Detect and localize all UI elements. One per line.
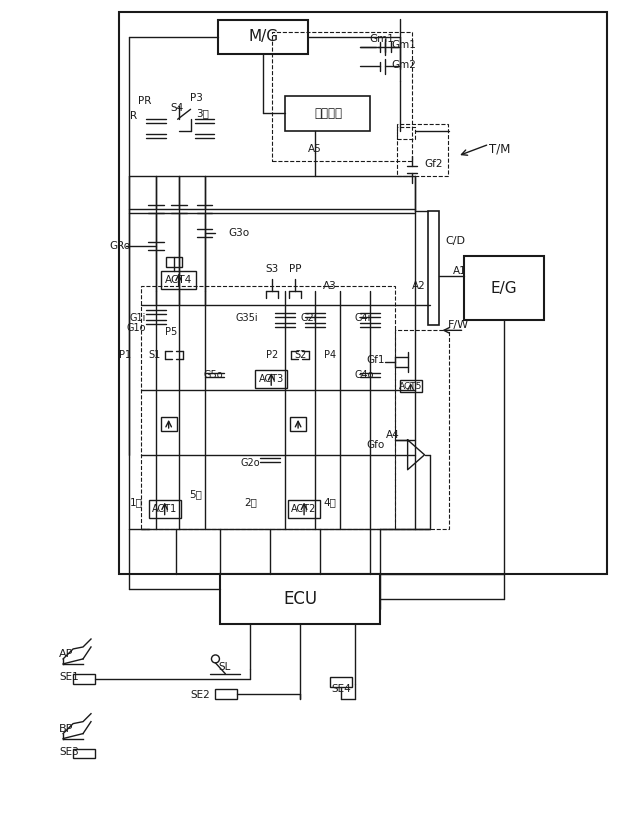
- Text: S1: S1: [148, 351, 161, 360]
- Text: P3: P3: [190, 93, 203, 103]
- Text: P5: P5: [164, 328, 177, 337]
- Text: P4: P4: [324, 351, 336, 360]
- Text: 4速: 4速: [323, 498, 337, 508]
- Bar: [166, 256, 182, 267]
- Text: C/D: C/D: [445, 236, 465, 246]
- Bar: [330, 676, 352, 687]
- Text: SE1: SE1: [59, 672, 79, 682]
- Text: G2i: G2i: [300, 314, 317, 324]
- Text: Gm2: Gm2: [392, 60, 417, 70]
- Text: SE4: SE4: [331, 684, 351, 694]
- Bar: [218, 20, 308, 53]
- Bar: [73, 749, 95, 758]
- Text: F/W: F/W: [447, 320, 468, 330]
- Bar: [397, 124, 449, 176]
- Text: ECU: ECU: [283, 590, 317, 609]
- Bar: [161, 270, 196, 288]
- Bar: [216, 689, 237, 699]
- Text: R: R: [131, 111, 138, 121]
- Text: Gm1: Gm1: [370, 34, 395, 43]
- Text: PP: PP: [289, 264, 301, 274]
- Text: M/G: M/G: [248, 29, 278, 44]
- Text: G5o: G5o: [204, 370, 223, 380]
- Text: ACT3: ACT3: [259, 374, 284, 384]
- Text: G35i: G35i: [236, 314, 258, 324]
- Text: G1o: G1o: [126, 324, 146, 333]
- Text: AP: AP: [59, 649, 74, 659]
- Text: A2: A2: [412, 281, 426, 291]
- Text: A1: A1: [453, 265, 467, 276]
- Text: A3: A3: [323, 281, 337, 291]
- Bar: [73, 674, 95, 684]
- Text: ACT2: ACT2: [291, 504, 317, 514]
- Text: 3速: 3速: [196, 108, 209, 118]
- Text: Gf2: Gf2: [424, 159, 443, 169]
- Text: G1i: G1i: [129, 314, 146, 324]
- Text: E/G: E/G: [491, 281, 518, 296]
- Bar: [285, 97, 370, 131]
- Bar: [161, 417, 177, 431]
- Bar: [465, 256, 544, 320]
- Text: SE2: SE2: [191, 690, 211, 699]
- Bar: [397, 127, 415, 139]
- Text: 5速: 5速: [189, 490, 202, 500]
- Text: SL: SL: [218, 662, 231, 672]
- Text: G3o: G3o: [228, 228, 250, 238]
- Text: Gf1: Gf1: [366, 355, 385, 365]
- Text: S2: S2: [294, 351, 307, 360]
- Text: BP: BP: [59, 724, 74, 734]
- Bar: [141, 286, 395, 529]
- Bar: [220, 574, 380, 624]
- Text: バッテリ: バッテリ: [314, 106, 342, 120]
- Text: 2速: 2速: [244, 498, 257, 508]
- Bar: [272, 32, 412, 161]
- Text: G4i: G4i: [355, 314, 371, 324]
- Text: GRo: GRo: [109, 241, 130, 251]
- Bar: [395, 330, 449, 529]
- Text: ACT1: ACT1: [152, 504, 177, 514]
- Bar: [255, 370, 287, 388]
- Text: S4: S4: [170, 103, 183, 113]
- Text: G4o: G4o: [355, 370, 374, 380]
- Text: P2: P2: [266, 351, 278, 360]
- Bar: [399, 380, 422, 392]
- Text: A4: A4: [386, 430, 399, 440]
- Text: S3: S3: [266, 264, 279, 274]
- Text: Gm1: Gm1: [392, 39, 417, 50]
- Text: Gfo: Gfo: [367, 440, 385, 450]
- Text: T/M: T/M: [489, 143, 511, 156]
- Bar: [290, 417, 306, 431]
- Text: 1速: 1速: [129, 498, 142, 508]
- Text: ACT5: ACT5: [399, 382, 422, 391]
- Text: SE3: SE3: [59, 746, 79, 757]
- Text: P1: P1: [119, 351, 131, 360]
- Text: A5: A5: [308, 144, 322, 154]
- Text: G2o: G2o: [241, 458, 260, 468]
- Bar: [288, 500, 320, 518]
- Text: PR: PR: [138, 97, 152, 106]
- Bar: [148, 500, 180, 518]
- Bar: [428, 210, 440, 325]
- Text: ACT4: ACT4: [165, 274, 192, 284]
- Bar: [119, 11, 607, 574]
